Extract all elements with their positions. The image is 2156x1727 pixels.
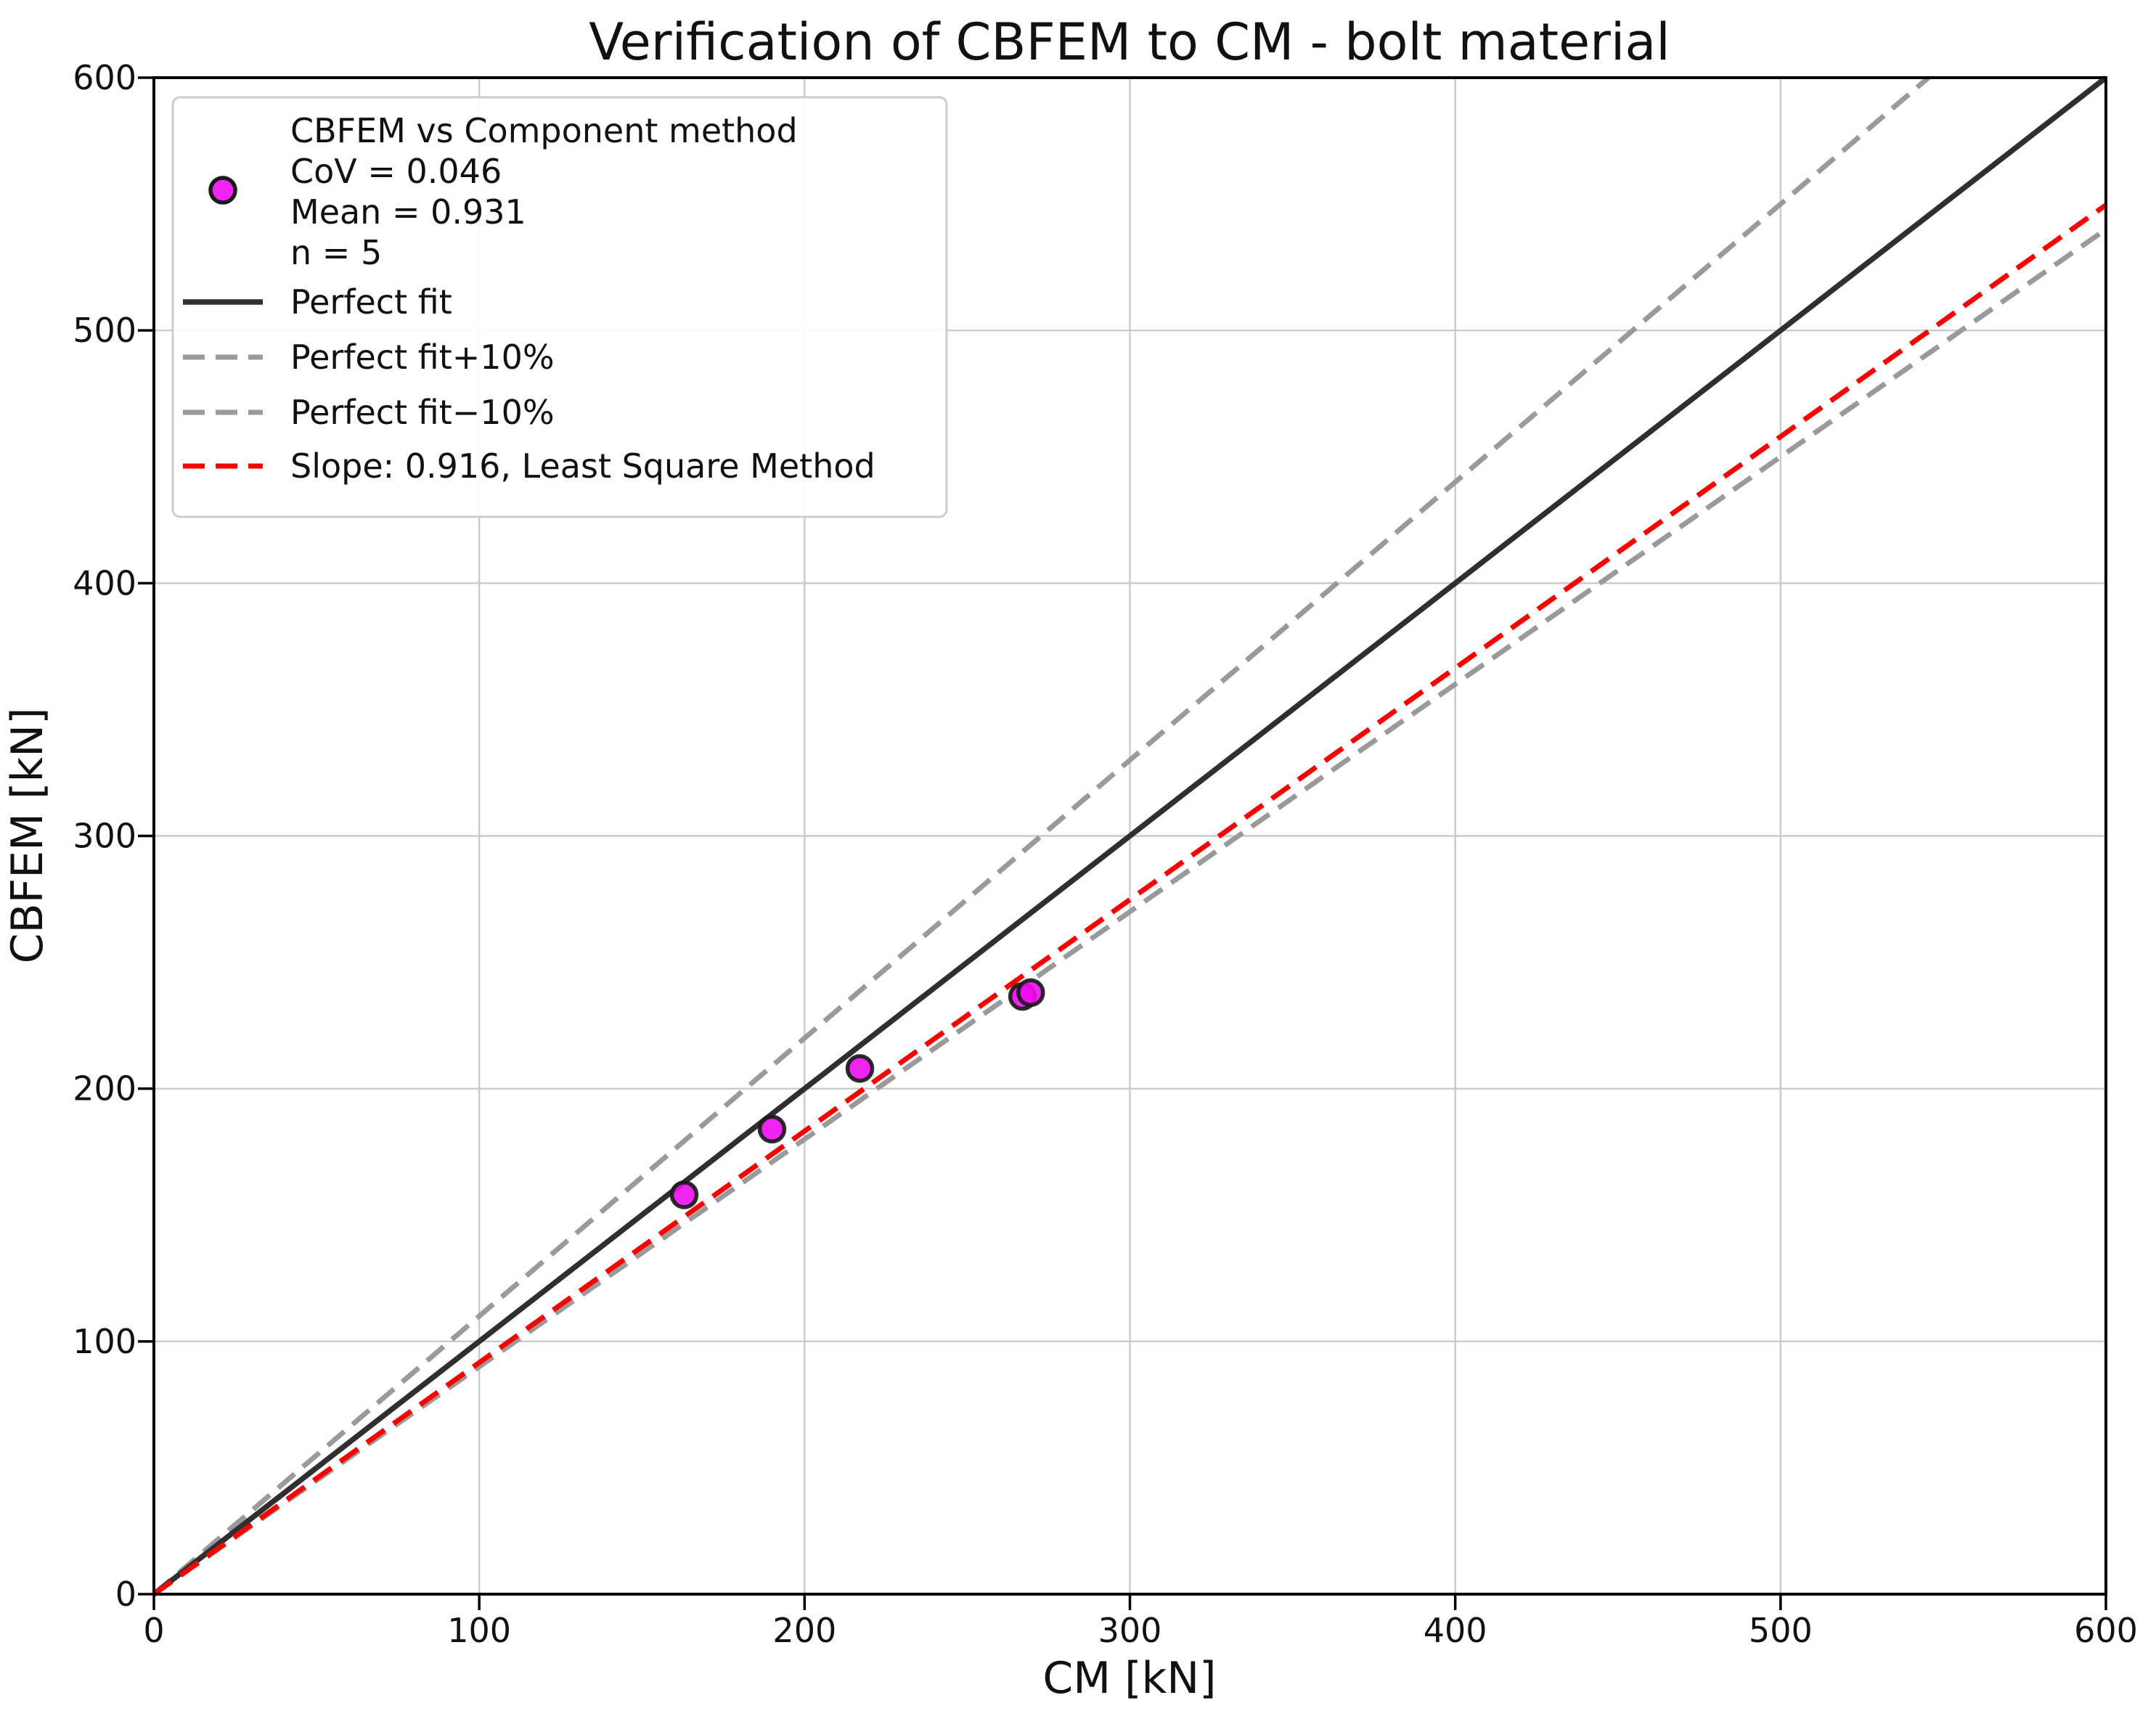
scatter-point [1016,978,1045,1008]
x-tick-label: 0 [143,1611,164,1650]
axes-ticks-layer: 0 100 200 300 400 500 600 0 100 200 300 400 500 600 [73,58,2138,1650]
y-tick-label: 600 [73,58,136,97]
y-tick-label: 500 [73,311,136,350]
legend-scatter-label-line: Mean = 0.931 [290,192,526,232]
x-tick-label: 500 [1749,1611,1813,1650]
scatter-point [757,1114,787,1144]
y-tick-label: 200 [73,1069,136,1109]
fit-line-1 [152,75,1930,1596]
legend-scatter-label-line: n = 5 [290,233,382,272]
legend-box [171,96,948,518]
legend-scatter-label-line: CoV = 0.046 [290,152,502,191]
y-tick-label: 0 [115,1575,136,1614]
y-tick-label: 100 [73,1322,136,1361]
legend-line-label: Perfect fit+10% [290,338,555,377]
fit-line-2 [152,227,2108,1596]
fit-line-0 [152,75,2108,1596]
chart-title: Verification of CBFEM to CM - bolt mater… [589,12,1670,72]
legend-line-label: Perfect fit−10% [290,393,555,432]
fit-line-3 [152,203,2108,1596]
x-tick-label: 400 [1424,1611,1487,1650]
scatter-point [669,1180,699,1209]
x-tick-label: 200 [772,1611,836,1650]
x-tick-label: 300 [1098,1611,1162,1650]
legend-line-label: Perfect fit [290,282,452,322]
legend-scatter-marker [208,176,237,205]
x-tick-label: 100 [447,1611,511,1650]
legend-line-label: Slope: 0.916, Least Square Method [290,446,875,486]
y-axis-label: CBFEM [kN] [2,708,53,964]
x-axis-label: CM [kN] [1042,1653,1216,1704]
y-tick-label: 400 [73,563,136,603]
x-tick-label: 600 [2074,1611,2138,1650]
legend-scatter-label-line: CBFEM vs Component method [290,111,798,150]
scatter-point [845,1054,875,1083]
scatter-points-layer [669,978,1045,1209]
y-tick-label: 300 [73,817,136,856]
data-lines-layer [152,75,2108,1596]
